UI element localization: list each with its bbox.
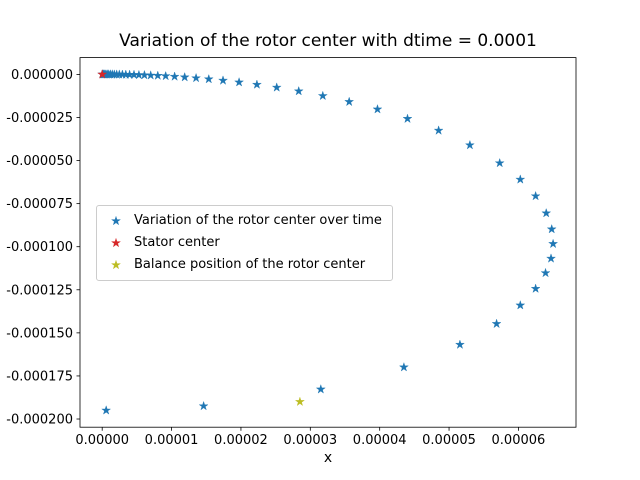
legend-label: Stator center [134, 235, 220, 250]
x-tick-label: 0.00001 [145, 433, 199, 448]
star-marker [160, 70, 171, 81]
star-marker [234, 77, 245, 87]
star-marker [169, 71, 180, 81]
star-marker [515, 174, 526, 184]
y-tick-label: -0.000150 [6, 326, 73, 341]
legend-label: Balance position of the rotor center [134, 257, 366, 272]
star-marker [191, 72, 202, 83]
star-marker [540, 267, 551, 278]
star-marker [546, 253, 557, 263]
legend-star-glyph [110, 215, 122, 225]
star-marker [454, 339, 465, 349]
legend-label: Variation of the rotor center over time [134, 213, 382, 228]
yellow-star-icon [110, 259, 122, 269]
x-axis-label: x [323, 450, 333, 466]
legend-item-rotor-variation: Variation of the rotor center over time [105, 211, 382, 230]
star-marker [344, 96, 355, 107]
star-marker [464, 139, 475, 150]
y-tick-label: -0.000100 [6, 240, 73, 255]
star-marker [271, 82, 282, 92]
star-marker [515, 300, 526, 310]
star-marker [179, 71, 190, 82]
red-star-icon [110, 237, 122, 247]
star-marker [398, 362, 409, 372]
star-marker [293, 85, 304, 96]
star-marker [294, 396, 305, 407]
y-tick-label: -0.000050 [6, 154, 73, 169]
legend-star-glyph [110, 259, 122, 269]
star-marker [203, 73, 214, 84]
y-tick-label: -0.000075 [6, 197, 73, 212]
star-marker [198, 400, 209, 411]
star-marker [101, 405, 112, 415]
legend: Variation of the rotor center over time … [96, 205, 393, 281]
y-tick-label: -0.000175 [6, 369, 73, 384]
star-marker [433, 125, 444, 135]
blue-star-icon [110, 215, 122, 225]
y-tick-label: -0.000125 [6, 283, 73, 298]
star-marker [139, 69, 150, 80]
star-marker [317, 90, 328, 101]
star-marker [494, 157, 505, 168]
star-marker [152, 70, 163, 80]
x-tick-label: 0.00000 [75, 433, 129, 448]
star-marker [491, 318, 502, 329]
star-marker [541, 207, 552, 218]
x-tick-label: 0.00005 [422, 433, 476, 448]
star-marker [218, 75, 229, 85]
y-tick-label: -0.000200 [6, 413, 73, 428]
legend-item-stator-center: Stator center [105, 233, 382, 252]
star-marker [315, 384, 326, 394]
chart-title: Variation of the rotor center with dtime… [119, 31, 537, 51]
legend-star-glyph [110, 237, 122, 247]
star-marker [372, 104, 383, 114]
star-marker [145, 70, 156, 80]
star-marker [97, 69, 108, 79]
star-marker [530, 283, 541, 293]
y-tick-label: 0.000000 [11, 68, 73, 83]
x-tick-label: 0.00004 [353, 433, 407, 448]
star-marker [546, 223, 557, 234]
star-marker [530, 190, 541, 201]
legend-item-balance-position: Balance position of the rotor center [105, 255, 382, 274]
x-tick-label: 0.00006 [492, 433, 546, 448]
star-marker [251, 79, 262, 89]
axes-frame [79, 57, 577, 428]
x-tick-label: 0.00003 [283, 433, 337, 448]
x-tick-label: 0.00002 [214, 433, 268, 448]
star-marker [548, 238, 559, 249]
y-tick-label: -0.000025 [6, 111, 73, 126]
star-marker [402, 113, 413, 124]
